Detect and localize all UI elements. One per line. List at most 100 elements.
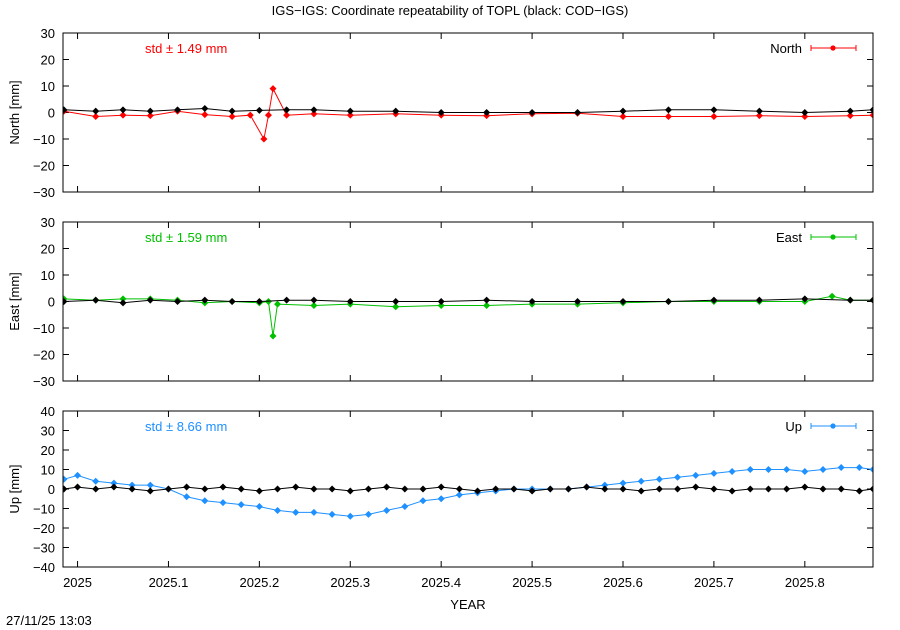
data-point bbox=[869, 296, 873, 304]
data-point bbox=[146, 487, 154, 495]
data-point bbox=[201, 105, 209, 113]
data-point bbox=[119, 295, 127, 303]
series-line-up bbox=[63, 467, 873, 517]
data-point bbox=[846, 112, 854, 120]
data-point bbox=[801, 483, 809, 491]
data-point bbox=[346, 512, 354, 520]
data-point bbox=[728, 487, 736, 495]
data-point bbox=[219, 499, 227, 507]
data-point bbox=[510, 485, 518, 493]
y-tick-label: 10 bbox=[41, 268, 55, 283]
series-group bbox=[63, 85, 873, 143]
data-point bbox=[546, 485, 554, 493]
data-point bbox=[619, 107, 627, 115]
data-point bbox=[346, 107, 354, 115]
data-point bbox=[283, 106, 291, 114]
std-label: std ± 1.49 mm bbox=[145, 41, 227, 56]
data-point bbox=[869, 485, 873, 493]
data-point bbox=[483, 296, 491, 304]
data-point bbox=[392, 303, 400, 311]
data-point bbox=[146, 481, 154, 489]
data-point bbox=[237, 485, 245, 493]
data-point bbox=[310, 296, 318, 304]
y-tick-label: −40 bbox=[33, 560, 55, 575]
data-point bbox=[201, 296, 209, 304]
y-tick-label: −30 bbox=[33, 541, 55, 556]
data-point bbox=[455, 485, 463, 493]
y-tick-label: 20 bbox=[41, 443, 55, 458]
data-point bbox=[619, 112, 627, 120]
data-point bbox=[110, 483, 118, 491]
y-tick-label: −20 bbox=[33, 159, 55, 174]
data-point bbox=[228, 112, 236, 120]
data-point bbox=[637, 487, 645, 495]
x-tick-label: 2025.8 bbox=[785, 575, 825, 590]
data-point bbox=[437, 109, 445, 116]
data-point bbox=[219, 483, 227, 491]
std-label: std ± 1.59 mm bbox=[145, 230, 227, 245]
legend-label: East bbox=[776, 230, 802, 245]
data-point bbox=[260, 135, 268, 143]
data-point bbox=[201, 485, 209, 493]
data-point bbox=[819, 485, 827, 493]
data-point bbox=[92, 107, 100, 115]
data-point bbox=[528, 109, 536, 116]
data-point bbox=[92, 485, 100, 493]
x-tick-label: 2025.1 bbox=[149, 575, 189, 590]
data-point bbox=[74, 471, 82, 479]
data-point bbox=[310, 106, 318, 114]
data-point bbox=[63, 106, 68, 114]
series-group bbox=[63, 464, 873, 520]
data-point bbox=[783, 485, 791, 493]
data-point bbox=[710, 296, 718, 304]
data-point bbox=[283, 296, 291, 304]
series-line-north bbox=[63, 87, 873, 141]
data-point bbox=[837, 464, 845, 472]
data-point bbox=[401, 503, 409, 511]
x-tick-label: 2025.6 bbox=[603, 575, 643, 590]
data-point bbox=[269, 332, 277, 340]
data-point bbox=[419, 497, 427, 505]
data-point bbox=[869, 466, 873, 473]
data-point bbox=[164, 485, 172, 493]
data-point bbox=[855, 487, 863, 495]
y-tick-label: 0 bbox=[48, 482, 55, 497]
data-point bbox=[710, 485, 718, 493]
data-point bbox=[174, 298, 182, 305]
data-point bbox=[828, 292, 836, 300]
data-point bbox=[619, 479, 627, 487]
data-point bbox=[383, 506, 391, 514]
data-point bbox=[292, 483, 300, 491]
x-axis-label: YEAR bbox=[450, 597, 485, 612]
data-point bbox=[483, 109, 491, 116]
data-point bbox=[710, 106, 718, 114]
legend-label: Up bbox=[785, 419, 802, 434]
data-point bbox=[63, 475, 68, 483]
y-tick-label: 0 bbox=[48, 106, 55, 121]
data-point bbox=[601, 481, 609, 489]
data-point bbox=[846, 107, 854, 115]
data-point bbox=[755, 112, 763, 120]
data-point bbox=[201, 497, 209, 505]
x-tick-label: 2025.3 bbox=[330, 575, 370, 590]
y-tick-label: 10 bbox=[41, 463, 55, 478]
timestamp: 27/11/25 13:03 bbox=[6, 613, 92, 628]
data-point bbox=[119, 299, 127, 307]
data-point bbox=[328, 485, 336, 493]
series-line-cod-igs bbox=[63, 298, 873, 304]
y-axis-label: Up [mm] bbox=[7, 464, 22, 513]
legend-marker bbox=[830, 423, 836, 429]
data-point bbox=[63, 485, 68, 493]
data-point bbox=[92, 477, 100, 485]
data-point bbox=[74, 483, 82, 491]
panel-east: −30 −20 −10 0 10 20 30 East [mm] std ± 1.59 mm Ea… bbox=[7, 215, 874, 389]
x-tick-label: 2025 bbox=[63, 575, 92, 590]
panels: −30 −20 −10 0 10 20 30 North [mm] std ± 1.49 mm N… bbox=[7, 26, 874, 590]
data-point bbox=[292, 508, 300, 516]
plot-frame bbox=[62, 32, 874, 193]
data-point bbox=[746, 466, 754, 473]
data-point bbox=[528, 298, 536, 305]
y-tick-label: 10 bbox=[41, 79, 55, 94]
data-point bbox=[92, 112, 100, 120]
data-point bbox=[310, 508, 318, 516]
